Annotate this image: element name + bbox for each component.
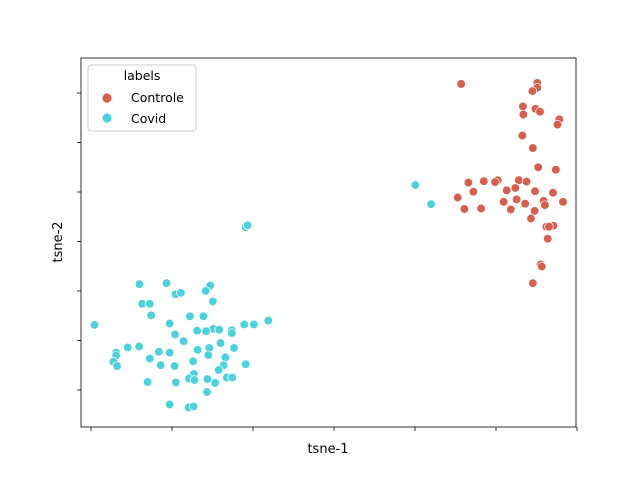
point-covid — [165, 318, 175, 329]
legend-label-controle: Controle — [131, 90, 184, 105]
legend-title: labels — [124, 68, 161, 83]
x-axis-label: tsne-1 — [307, 442, 348, 457]
point-covid — [189, 375, 200, 385]
point-controle — [528, 143, 538, 153]
y-axis-ticks — [77, 92, 81, 391]
point-covid — [146, 310, 156, 320]
point-controle — [476, 203, 486, 214]
point-covid — [165, 348, 175, 358]
point-controle — [510, 183, 520, 193]
point-covid — [169, 361, 180, 371]
point-covid — [112, 361, 122, 371]
point-controle — [543, 234, 553, 244]
legend: labels Controle Covid — [87, 64, 197, 132]
point-covid — [134, 341, 144, 352]
point-covid — [176, 288, 186, 298]
point-controle — [526, 213, 536, 224]
legend-marker-covid — [101, 112, 113, 124]
point-controle — [453, 192, 463, 203]
point-controle — [529, 206, 540, 216]
point-covid — [426, 199, 436, 209]
point-covid — [134, 279, 145, 289]
point-covid — [202, 387, 212, 397]
point-covid — [241, 359, 251, 369]
point-covid — [203, 350, 213, 360]
point-covid — [214, 365, 224, 375]
point-controle — [479, 176, 489, 186]
point-covid — [202, 374, 213, 384]
point-covid — [156, 360, 166, 370]
point-controle — [498, 197, 509, 207]
point-controle — [530, 186, 540, 196]
point-covid — [154, 347, 164, 357]
point-controle — [527, 86, 538, 96]
point-covid — [229, 343, 239, 353]
point-covid — [142, 377, 153, 387]
point-covid — [89, 320, 100, 330]
y-axis-label: tsne-2 — [51, 221, 66, 262]
point-covid — [188, 401, 199, 412]
point-covid — [198, 311, 209, 321]
legend-box — [87, 64, 197, 132]
legend-label-covid: Covid — [131, 111, 166, 126]
point-controle — [558, 197, 568, 207]
point-controle — [514, 175, 524, 185]
point-controle — [540, 200, 550, 210]
point-controle — [535, 107, 545, 117]
point-controle — [551, 165, 561, 175]
data-points — [89, 78, 568, 413]
point-covid — [170, 329, 180, 340]
point-controle — [459, 204, 470, 214]
point-covid — [178, 336, 189, 346]
point-controle — [463, 177, 474, 188]
point-controle — [552, 119, 563, 130]
point-covid — [192, 345, 203, 355]
point-covid — [220, 352, 231, 363]
point-covid — [227, 372, 237, 383]
legend-marker-controle — [101, 92, 113, 104]
point-covid — [208, 296, 218, 307]
point-covid — [214, 325, 224, 335]
point-controle — [518, 101, 528, 112]
point-covid — [201, 326, 211, 336]
point-controle — [506, 204, 516, 215]
point-controle — [533, 162, 543, 172]
point-covid — [123, 342, 133, 353]
point-controle — [537, 261, 547, 272]
point-controle — [456, 79, 466, 89]
point-covid — [210, 378, 220, 388]
point-covid — [161, 278, 172, 288]
point-covid — [145, 299, 155, 309]
point-covid — [201, 286, 211, 296]
point-covid — [239, 319, 249, 330]
point-covid — [171, 377, 181, 388]
point-controle — [528, 278, 538, 288]
x-axis-ticks — [90, 427, 578, 431]
point-controle — [521, 176, 532, 187]
point-controle — [517, 130, 528, 141]
point-covid — [215, 338, 226, 348]
point-covid — [185, 311, 195, 321]
point-covid — [242, 220, 253, 230]
point-controle — [490, 177, 500, 187]
point-covid — [227, 328, 237, 338]
point-controle — [468, 187, 479, 197]
plot-frame — [80, 57, 577, 428]
point-controle — [548, 188, 558, 198]
point-controle — [520, 199, 530, 209]
point-covid — [192, 326, 202, 336]
point-covid — [263, 315, 273, 326]
point-covid — [188, 356, 198, 366]
point-covid — [165, 399, 175, 410]
point-controle — [518, 109, 529, 120]
point-controle — [511, 194, 522, 205]
point-controle — [502, 185, 512, 195]
point-covid — [249, 319, 259, 330]
point-covid — [145, 353, 155, 364]
point-covid — [410, 180, 420, 190]
point-controle — [544, 222, 554, 232]
